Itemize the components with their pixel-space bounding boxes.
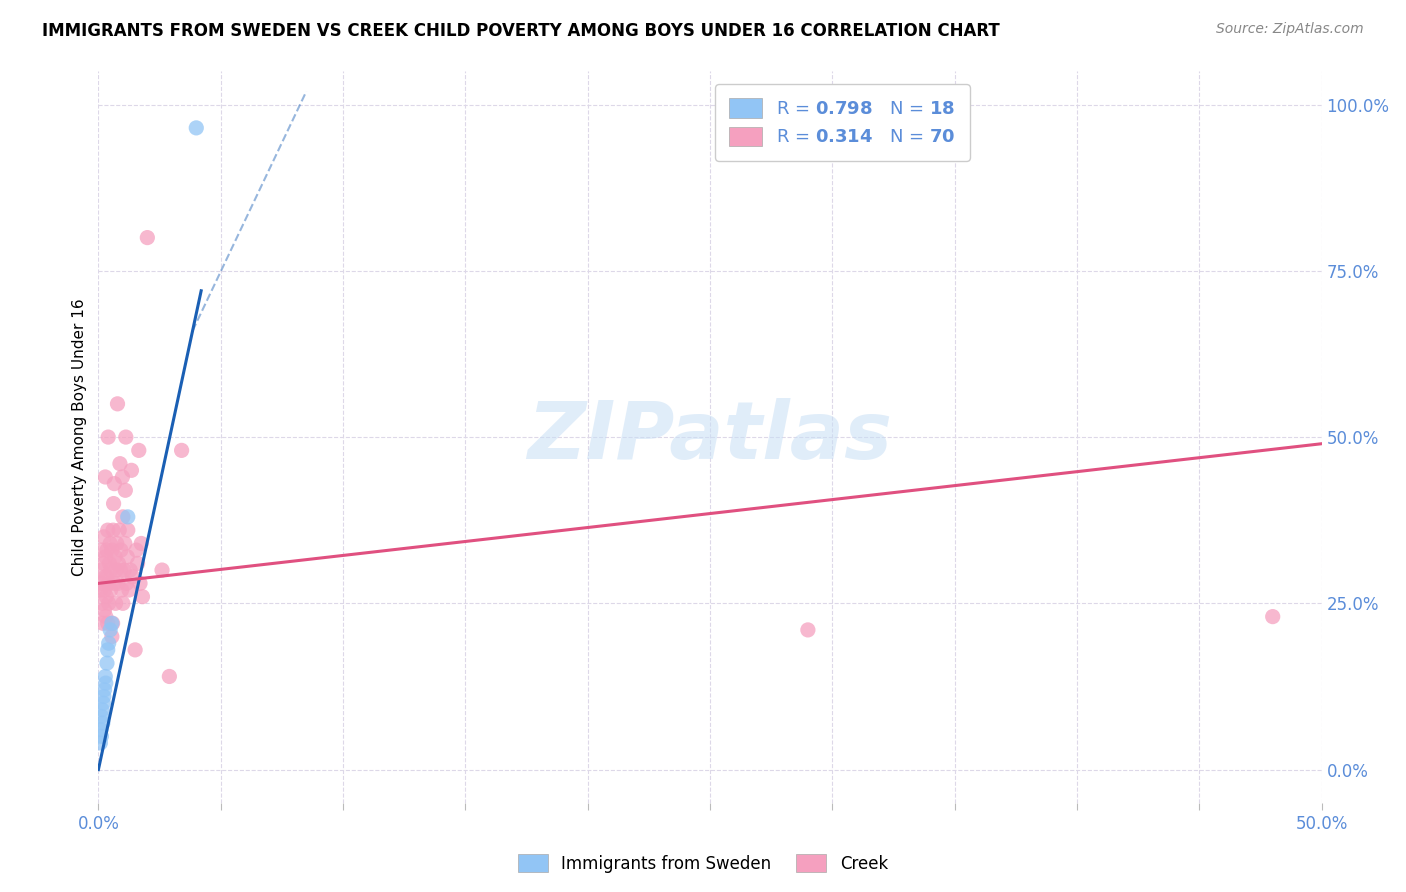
Point bbox=[93, 682, 115, 697]
Point bbox=[100, 563, 122, 577]
Point bbox=[94, 669, 117, 683]
Point bbox=[100, 582, 122, 597]
Point bbox=[89, 736, 111, 750]
Point bbox=[120, 463, 142, 477]
Text: ZIPatlas: ZIPatlas bbox=[527, 398, 893, 476]
Point bbox=[94, 570, 117, 584]
Point bbox=[96, 656, 118, 670]
Point bbox=[150, 563, 173, 577]
Point bbox=[97, 523, 120, 537]
Point bbox=[90, 563, 112, 577]
Point bbox=[97, 576, 120, 591]
Point bbox=[129, 576, 152, 591]
Point bbox=[157, 669, 180, 683]
Point bbox=[105, 563, 128, 577]
Point bbox=[91, 557, 114, 571]
Point bbox=[110, 543, 132, 558]
Point bbox=[97, 616, 120, 631]
Point bbox=[186, 120, 208, 135]
Point bbox=[121, 570, 143, 584]
Point bbox=[93, 530, 115, 544]
Point bbox=[94, 609, 117, 624]
Point bbox=[170, 443, 193, 458]
Point bbox=[124, 643, 146, 657]
Point bbox=[103, 497, 125, 511]
Point bbox=[94, 549, 117, 564]
Point bbox=[114, 483, 136, 498]
Point bbox=[91, 716, 114, 731]
Point bbox=[797, 623, 820, 637]
Point bbox=[91, 596, 114, 610]
Point bbox=[93, 603, 115, 617]
Point bbox=[97, 643, 120, 657]
Point bbox=[101, 616, 124, 631]
Point bbox=[101, 543, 124, 558]
Point bbox=[90, 543, 112, 558]
Point bbox=[125, 543, 148, 558]
Point bbox=[90, 729, 112, 743]
Point bbox=[89, 582, 111, 597]
Point bbox=[91, 696, 114, 710]
Point bbox=[110, 563, 132, 577]
Text: IMMIGRANTS FROM SWEDEN VS CREEK CHILD POVERTY AMONG BOYS UNDER 16 CORRELATION CH: IMMIGRANTS FROM SWEDEN VS CREEK CHILD PO… bbox=[42, 22, 1000, 40]
Legend: Immigrants from Sweden, Creek: Immigrants from Sweden, Creek bbox=[512, 847, 894, 880]
Point bbox=[98, 623, 121, 637]
Point bbox=[93, 582, 115, 597]
Point bbox=[111, 470, 134, 484]
Point bbox=[118, 582, 141, 597]
Point bbox=[136, 230, 159, 244]
Point bbox=[96, 570, 118, 584]
Point bbox=[91, 616, 114, 631]
Point bbox=[114, 430, 136, 444]
Point bbox=[112, 563, 135, 577]
Point bbox=[131, 590, 153, 604]
Text: Source: ZipAtlas.com: Source: ZipAtlas.com bbox=[1216, 22, 1364, 37]
Point bbox=[111, 596, 134, 610]
Point bbox=[127, 557, 149, 571]
Point bbox=[97, 430, 120, 444]
Point bbox=[129, 536, 152, 550]
Point bbox=[104, 596, 127, 610]
Point bbox=[115, 576, 138, 591]
Point bbox=[117, 509, 139, 524]
Point bbox=[101, 630, 124, 644]
Point bbox=[101, 523, 124, 537]
Point bbox=[96, 543, 118, 558]
Point bbox=[90, 723, 112, 737]
Point bbox=[128, 443, 150, 458]
Point bbox=[104, 549, 127, 564]
Point bbox=[91, 703, 114, 717]
Point bbox=[1261, 609, 1284, 624]
Point bbox=[103, 576, 125, 591]
Point bbox=[111, 582, 134, 597]
Point bbox=[90, 709, 112, 723]
Point bbox=[97, 636, 120, 650]
Point bbox=[96, 590, 118, 604]
Point bbox=[101, 616, 124, 631]
Point bbox=[105, 536, 128, 550]
Point bbox=[107, 397, 129, 411]
Point bbox=[117, 549, 139, 564]
Point bbox=[107, 557, 129, 571]
Legend: R = $\bf{0.798}$   N = $\bf{18}$, R = $\bf{0.314}$   N = $\bf{70}$: R = $\bf{0.798}$ N = $\bf{18}$, R = $\bf… bbox=[716, 84, 970, 161]
Point bbox=[94, 470, 117, 484]
Point bbox=[111, 509, 134, 524]
Point bbox=[114, 536, 136, 550]
Point bbox=[98, 557, 121, 571]
Point bbox=[94, 676, 117, 690]
Point bbox=[91, 576, 114, 591]
Point bbox=[98, 536, 121, 550]
Y-axis label: Child Poverty Among Boys Under 16: Child Poverty Among Boys Under 16 bbox=[72, 298, 87, 576]
Point bbox=[93, 690, 115, 704]
Point bbox=[97, 596, 120, 610]
Point bbox=[117, 523, 139, 537]
Point bbox=[103, 476, 125, 491]
Point bbox=[108, 457, 131, 471]
Point bbox=[108, 523, 131, 537]
Point bbox=[120, 563, 142, 577]
Point bbox=[107, 576, 129, 591]
